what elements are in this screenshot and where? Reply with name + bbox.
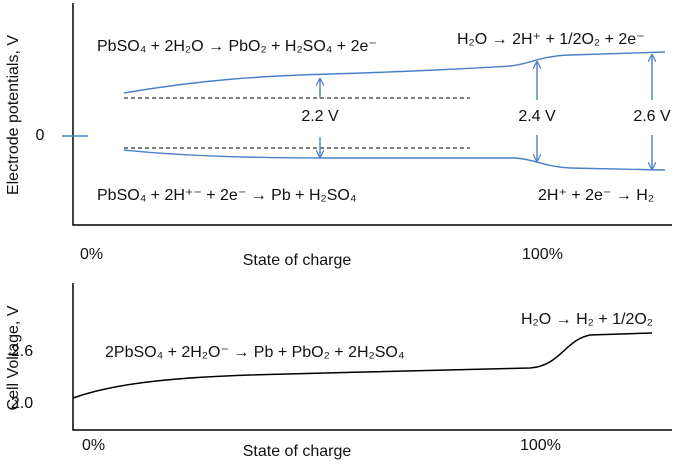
- gap-label: 2.2 V: [301, 108, 339, 125]
- equation: H₂O → H₂ + 1/2O₂: [521, 311, 653, 328]
- positive-curve: [123, 51, 666, 94]
- x-start: 0%: [80, 246, 103, 263]
- y-label: Cell Voltage, V: [5, 305, 22, 410]
- negative-curve: [123, 149, 666, 171]
- gap-label: 2.4 V: [518, 108, 556, 125]
- equation: PbSO₄ + 2H₂O → PbO₂ + H₂SO₄ + 2e⁻: [97, 38, 377, 55]
- cell-curve: [72, 332, 653, 399]
- gap-label: 2.6 V: [633, 108, 671, 125]
- x-start: 0%: [82, 437, 105, 454]
- y-tick-label: 2.6: [11, 343, 33, 360]
- equation: H₂O → 2H⁺ + 1/2O₂ + 2e⁻: [457, 31, 645, 48]
- y-tick-label: 0: [36, 127, 45, 144]
- y-label: Electrode potentials, V: [5, 35, 22, 195]
- bottom-axes: [72, 283, 672, 431]
- x-end: 100%: [522, 246, 563, 263]
- x-label: State of charge: [243, 443, 352, 460]
- x-label: State of charge: [243, 252, 352, 269]
- equation: PbSO₄ + 2H⁺⁻ + 2e⁻ → Pb + H₂SO₄: [97, 187, 356, 204]
- equation: 2H⁺ + 2e⁻ → H₂: [538, 187, 654, 204]
- x-end: 100%: [520, 437, 561, 454]
- equation: 2PbSO₄ + 2H₂O⁻ → Pb + PbO₂ + 2H₂SO₄: [105, 344, 404, 361]
- y-tick-label: 2.0: [11, 395, 33, 412]
- top-axes: [72, 3, 672, 226]
